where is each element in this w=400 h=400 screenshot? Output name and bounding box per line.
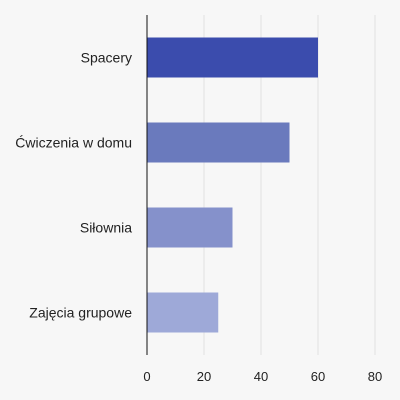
x-tick-label-20: 20 [197, 369, 211, 384]
category-label-3: Zajęcia grupowe [29, 305, 132, 321]
category-label-2: Siłownia [80, 220, 132, 236]
bars [147, 37, 318, 333]
x-tick-labels: 0 20 40 60 80 [143, 369, 382, 384]
bar-2 [147, 207, 233, 248]
category-label-0: Spacery [81, 50, 132, 66]
category-label-1: Ćwiczenia w domu [15, 135, 132, 151]
bar-0 [147, 37, 318, 78]
category-labels: Spacery Ćwiczenia w domu Siłownia Zajęcia g… [15, 50, 132, 321]
x-tick-label-60: 60 [311, 369, 325, 384]
x-tick-label-40: 40 [254, 369, 268, 384]
bar-1 [147, 122, 290, 163]
bar-3 [147, 292, 219, 333]
x-tick-label-80: 80 [368, 369, 382, 384]
x-tick-label-0: 0 [143, 369, 150, 384]
